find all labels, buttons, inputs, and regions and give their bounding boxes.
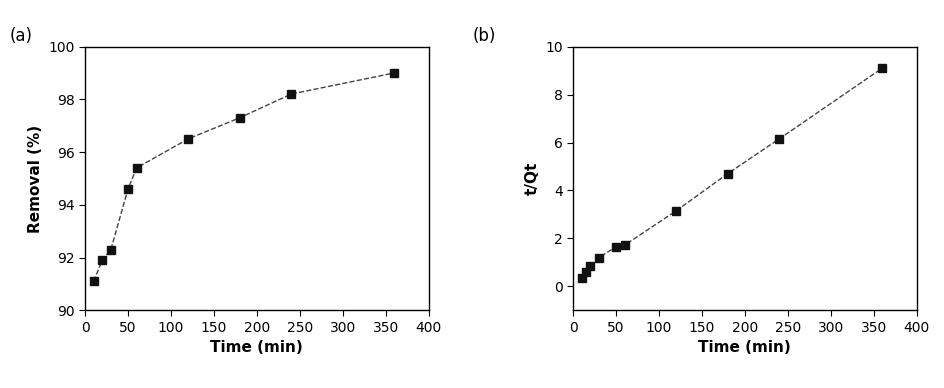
Text: (a): (a) [9,27,32,45]
Text: (b): (b) [472,27,496,45]
Y-axis label: t/Qt: t/Qt [524,162,539,195]
X-axis label: Time (min): Time (min) [211,340,303,355]
Y-axis label: Removal (%): Removal (%) [27,125,42,232]
X-axis label: Time (min): Time (min) [698,340,790,355]
